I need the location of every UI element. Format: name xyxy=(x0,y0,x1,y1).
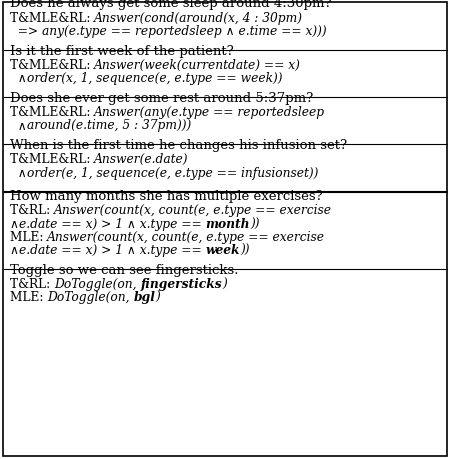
Text: ): ) xyxy=(156,291,160,304)
Text: T&MLE&RL:: T&MLE&RL: xyxy=(10,12,94,25)
Text: Answer(cond(around(x, 4 : 30pm): Answer(cond(around(x, 4 : 30pm) xyxy=(94,12,303,25)
Text: ): ) xyxy=(222,278,227,291)
Text: )): )) xyxy=(250,217,260,230)
Text: ∧e.date == x) > 1 ∧ x.type ==: ∧e.date == x) > 1 ∧ x.type == xyxy=(10,217,206,230)
Text: Answer(count(x, count(e, e.type == exercise: Answer(count(x, count(e, e.type == exerc… xyxy=(47,230,325,243)
FancyBboxPatch shape xyxy=(3,3,447,456)
Text: ∧: ∧ xyxy=(10,119,27,132)
Text: Answer(count(x, count(e, e.type == exercise: Answer(count(x, count(e, e.type == exerc… xyxy=(54,204,332,217)
Text: ∧: ∧ xyxy=(10,72,27,85)
Text: =>: => xyxy=(10,25,42,38)
Text: )): )) xyxy=(240,244,250,257)
Text: any(e.type == reportedsleep ∧ e.time == x))): any(e.type == reportedsleep ∧ e.time == … xyxy=(42,25,327,38)
Text: Does he always get some sleep around 4:30pm?: Does he always get some sleep around 4:3… xyxy=(10,0,332,11)
Text: ∧: ∧ xyxy=(10,166,27,179)
Text: Answer(e.date): Answer(e.date) xyxy=(94,153,189,166)
Text: DoToggle(on,: DoToggle(on, xyxy=(47,291,134,304)
Text: Does she ever get some rest around 5:37pm?: Does she ever get some rest around 5:37p… xyxy=(10,91,313,105)
Text: How many months she has multiple exercises?: How many months she has multiple exercis… xyxy=(10,190,323,202)
Text: around(e.time, 5 : 37pm))): around(e.time, 5 : 37pm))) xyxy=(27,119,191,132)
Text: Answer(week(currentdate) == x): Answer(week(currentdate) == x) xyxy=(94,59,301,72)
Text: ∧e.date == x) > 1 ∧ x.type ==: ∧e.date == x) > 1 ∧ x.type == xyxy=(10,244,206,257)
Text: Answer(any(e.type == reportedsleep: Answer(any(e.type == reportedsleep xyxy=(94,106,325,119)
Text: fingersticks: fingersticks xyxy=(140,278,222,291)
Text: week: week xyxy=(206,244,240,257)
Text: MLE:: MLE: xyxy=(10,230,47,243)
Text: T&MLE&RL:: T&MLE&RL: xyxy=(10,106,94,119)
Text: T&RL:: T&RL: xyxy=(10,278,54,291)
Text: T&MLE&RL:: T&MLE&RL: xyxy=(10,153,94,166)
Text: When is the first time he changes his infusion set?: When is the first time he changes his in… xyxy=(10,139,347,151)
Text: T&RL:: T&RL: xyxy=(10,204,54,217)
Text: MLE:: MLE: xyxy=(10,291,47,304)
Text: order(e, 1, sequence(e, e.type == infusionset)): order(e, 1, sequence(e, e.type == infusi… xyxy=(27,166,318,179)
Text: DoToggle(on,: DoToggle(on, xyxy=(54,278,140,291)
Text: order(x, 1, sequence(e, e.type == week)): order(x, 1, sequence(e, e.type == week)) xyxy=(27,72,282,85)
Text: month: month xyxy=(206,217,250,230)
Text: T&MLE&RL:: T&MLE&RL: xyxy=(10,59,94,72)
Text: Toggle so we can see fingersticks.: Toggle so we can see fingersticks. xyxy=(10,263,238,276)
Text: bgl: bgl xyxy=(134,291,156,304)
Text: Is it the first week of the patient?: Is it the first week of the patient? xyxy=(10,45,234,57)
